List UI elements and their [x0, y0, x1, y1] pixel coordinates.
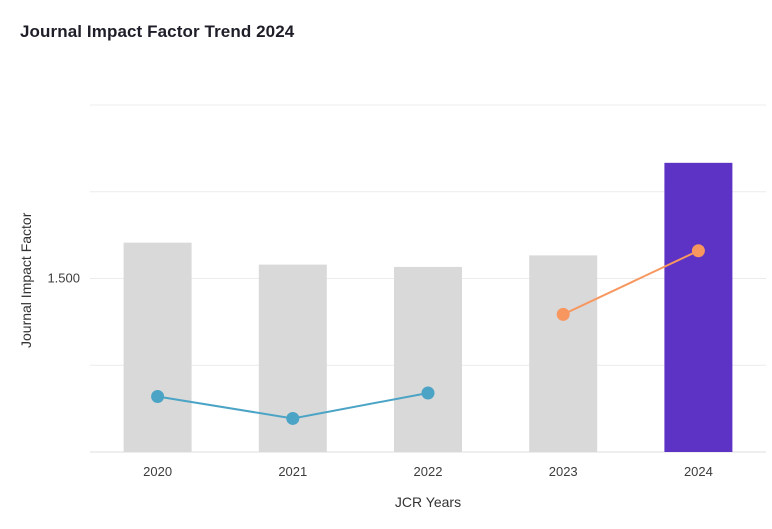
data-point-2022 [421, 386, 435, 400]
bar-2023 [529, 255, 598, 452]
trend-line-segment-1 [562, 249, 699, 316]
x-tick-label-2020: 2020 [143, 464, 172, 479]
y-tick-label: 1.500 [47, 270, 80, 286]
data-point-2020 [151, 389, 165, 403]
bar-2024 [664, 162, 733, 452]
data-point-2021 [286, 411, 300, 425]
bar-2022 [394, 266, 462, 452]
x-tick-label-2022: 2022 [414, 464, 443, 479]
x-tick-label-2024: 2024 [684, 464, 713, 479]
data-point-2024 [691, 244, 705, 258]
x-tick-label-2023: 2023 [549, 464, 578, 479]
x-tick-label-2021: 2021 [278, 464, 307, 479]
data-point-2023 [556, 307, 570, 321]
x-axis-title: JCR Years [394, 494, 462, 510]
chart-title: Journal Impact Factor Trend 2024 [20, 22, 295, 41]
bar-2020 [123, 242, 192, 452]
